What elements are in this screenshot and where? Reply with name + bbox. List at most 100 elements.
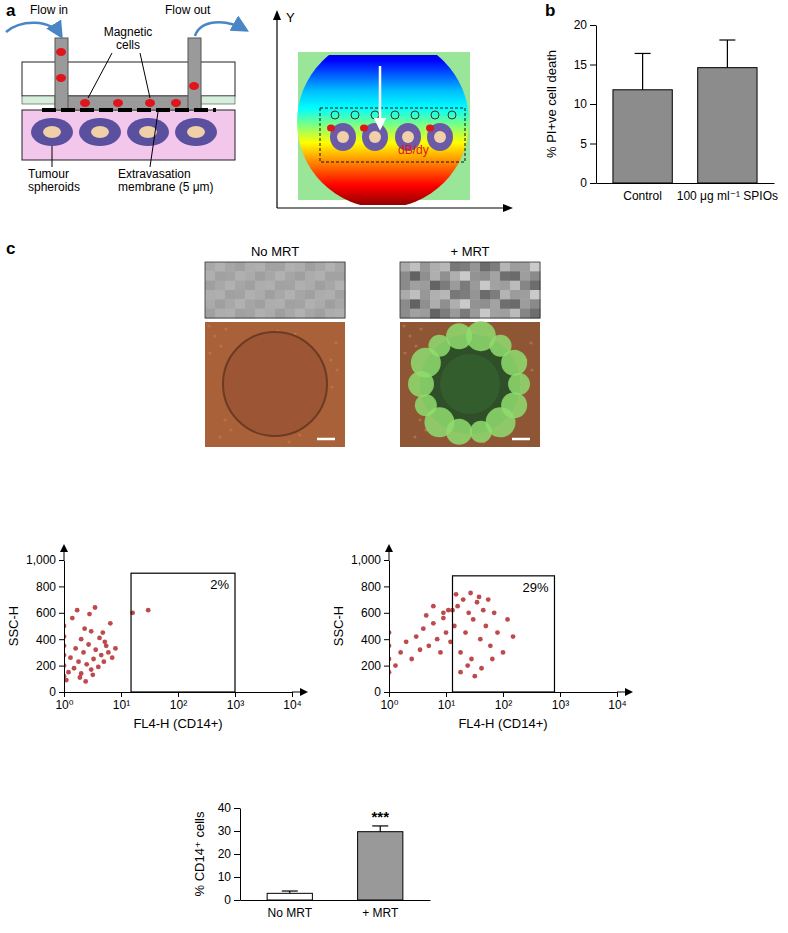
error-cap — [719, 39, 735, 40]
mri-pixel — [325, 271, 336, 281]
region — [320, 108, 465, 162]
point — [458, 650, 463, 655]
mri-pixel — [530, 299, 541, 309]
point — [481, 608, 486, 613]
mri-pixel — [480, 309, 491, 319]
label: Flow out — [165, 3, 211, 17]
point — [446, 608, 451, 613]
spheroid — [31, 118, 73, 146]
mri-pixel — [315, 290, 326, 300]
point — [398, 650, 403, 655]
tick-label: 1,000 — [26, 553, 56, 567]
mri-pixel — [480, 299, 491, 309]
mri-pixel — [420, 262, 431, 272]
error-bar — [727, 40, 728, 68]
mri-pixel — [265, 290, 276, 300]
mri-pixel — [530, 271, 541, 281]
mri-pixel — [225, 309, 236, 319]
magnetic-cell — [56, 74, 66, 82]
mri-pixel — [265, 271, 276, 281]
tick: 10² — [495, 692, 512, 712]
texture — [330, 385, 333, 388]
point — [93, 605, 98, 610]
tick: + MRT — [362, 906, 399, 920]
texture — [402, 324, 405, 327]
tick-mark — [590, 25, 596, 26]
texture — [224, 327, 227, 330]
texture — [213, 334, 216, 337]
tick: 20 — [574, 18, 596, 32]
membrane — [42, 108, 216, 112]
cell-outline — [371, 111, 379, 119]
texture — [208, 351, 211, 354]
mri-pixel — [490, 281, 501, 291]
mri-pixel — [225, 281, 236, 291]
mri-pixel — [530, 281, 541, 291]
mri-pixel — [215, 299, 226, 309]
mri-pixel — [335, 290, 346, 300]
label: dB/dy — [398, 143, 429, 157]
mri-pixel — [450, 299, 461, 309]
texture — [530, 368, 533, 371]
mri-pixel — [420, 290, 431, 300]
tick: 10 — [574, 97, 596, 111]
tick-mark — [234, 808, 240, 809]
mri-pixel — [255, 271, 266, 281]
magnetic-cell — [80, 99, 90, 107]
significance: *** — [371, 808, 389, 825]
point — [68, 655, 73, 660]
tick-label: 400 — [36, 633, 56, 647]
mri-pixel — [335, 309, 346, 319]
texture — [335, 368, 338, 371]
mri-pixel — [480, 290, 491, 300]
leader — [52, 146, 53, 167]
point — [478, 637, 483, 642]
tick-mark — [178, 692, 179, 697]
point — [84, 662, 89, 667]
mri-pixel — [460, 290, 471, 300]
scatter-chart: 29%02004006008001,00010⁰10¹10²10³10⁴SSC-… — [331, 544, 633, 731]
mri-pixel — [470, 271, 481, 281]
mri-pixel — [510, 309, 521, 319]
mri-pixel — [335, 271, 346, 281]
tick: 400 — [36, 633, 64, 647]
mri-pixel — [440, 290, 451, 300]
mri-pixel — [275, 262, 286, 272]
tick-mark — [384, 692, 389, 693]
mri-pixel — [215, 271, 226, 281]
mri-pixel — [315, 299, 326, 309]
point — [81, 650, 86, 655]
gate — [131, 573, 235, 692]
axis-line — [597, 183, 775, 184]
tick-label: 10⁴ — [608, 698, 627, 712]
tick: 5 — [580, 137, 596, 151]
point — [465, 663, 470, 668]
mri-pixel — [285, 309, 296, 319]
mri-pixel — [460, 309, 471, 319]
mri-pixel — [500, 271, 511, 281]
tick-label: 15 — [574, 58, 588, 72]
mri-pixel — [520, 271, 531, 281]
tick-label: 10¹ — [113, 698, 130, 712]
mri-pixel — [205, 262, 216, 272]
scale-bar — [317, 438, 335, 441]
mri-pixel — [490, 299, 501, 309]
mri-pixel — [245, 299, 256, 309]
mri-pixel — [325, 299, 336, 309]
label: Flow in — [30, 3, 68, 17]
mri-pixel — [450, 309, 461, 319]
point — [472, 674, 477, 679]
point — [393, 663, 398, 668]
mri-pixel — [285, 281, 296, 291]
mri-pixel — [520, 299, 531, 309]
mri-pixel — [215, 309, 226, 319]
label: membrane (5 μm) — [118, 180, 214, 194]
point — [431, 604, 436, 609]
mri-pixel — [470, 262, 481, 272]
mri-pixel — [460, 262, 471, 272]
field-map: dB/dyY — [273, 10, 513, 212]
mri-pixel — [305, 262, 316, 272]
tick-label: Control — [623, 189, 662, 203]
tick-mark — [59, 560, 64, 561]
tick-label: 40 — [218, 801, 232, 815]
